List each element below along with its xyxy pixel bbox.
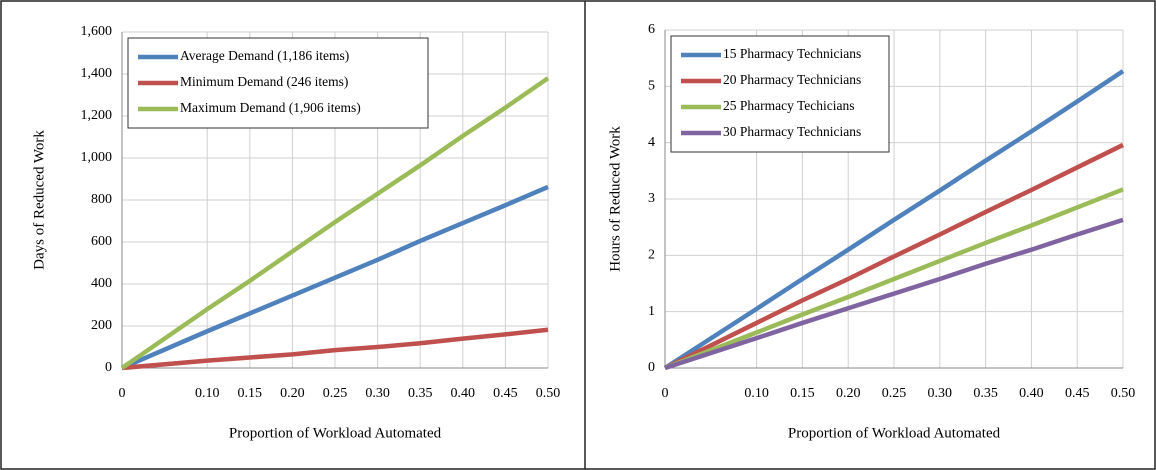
x-tick-label: 0.35 [408, 386, 433, 401]
x-tick-label: 0.10 [744, 386, 769, 401]
legend-label: Average Demand (1,186 items) [180, 48, 349, 63]
x-tick-label: 0.50 [536, 386, 561, 401]
series-line [664, 142, 1124, 371]
legend-label: Minimum Demand (246 items) [180, 74, 348, 89]
series-line [664, 217, 1124, 371]
y-tick-label: 1,600 [81, 24, 113, 39]
y-tick-label: 0 [105, 360, 112, 375]
x-tick-label: 0.20 [836, 386, 861, 401]
y-tick-label: 3 [648, 191, 655, 206]
y-tick-label: 200 [91, 318, 112, 333]
x-tick-label: 0.10 [195, 386, 220, 401]
y-tick-label: 5 [648, 79, 655, 94]
y-tick-label: 800 [91, 192, 112, 207]
x-tick-label: 0.40 [451, 386, 476, 401]
x-tick-label: 0.30 [365, 386, 390, 401]
series-line [121, 184, 549, 371]
series-line [121, 327, 549, 371]
x-tick-label: 0.45 [493, 386, 518, 401]
x-tick-label: 0.25 [882, 386, 907, 401]
y-tick-label: 1,400 [81, 66, 113, 81]
legend-label: 25 Pharmacy Techicians [723, 98, 855, 113]
x-axis-label: Proportion of Workload Automated [788, 425, 1001, 441]
y-tick-label: 0 [648, 360, 655, 375]
x-tick-label: 0.30 [928, 386, 953, 401]
y-tick-label: 600 [91, 234, 112, 249]
x-tick-label: 0.40 [1019, 386, 1044, 401]
x-tick-label: 0.20 [280, 386, 305, 401]
series-line [664, 187, 1124, 371]
legend-label: 15 Pharmacy Technicians [723, 46, 861, 61]
y-tick-label: 1,200 [81, 108, 113, 123]
x-axis-label: Proportion of Workload Automated [229, 425, 442, 441]
x-tick-label: 0.50 [1111, 386, 1136, 401]
x-tick-label: 0 [119, 386, 126, 401]
legend-label: 30 Pharmacy Technicians [723, 124, 861, 139]
y-tick-label: 6 [648, 22, 655, 37]
y-tick-label: 1,000 [81, 150, 113, 165]
y-axis-label: Hours of Reduced Work [607, 126, 623, 272]
y-tick-label: 400 [91, 276, 112, 291]
y-tick-label: 1 [648, 304, 655, 319]
series-line [120, 76, 550, 370]
x-tick-label: 0 [662, 386, 669, 401]
y-tick-label: 4 [648, 135, 655, 150]
y-tick-label: 2 [648, 248, 655, 263]
x-tick-label: 0.15 [238, 386, 263, 401]
x-tick-label: 0.15 [790, 386, 815, 401]
x-tick-label: 0.35 [973, 386, 998, 401]
x-tick-label: 0.45 [1065, 386, 1090, 401]
series-line [663, 69, 1125, 370]
legend-label: 20 Pharmacy Technicians [723, 72, 861, 87]
x-tick-label: 0.25 [323, 386, 348, 401]
legend-label: Maximum Demand (1,906 items) [180, 100, 361, 115]
y-axis-label: Days of Reduced Work [31, 130, 47, 270]
